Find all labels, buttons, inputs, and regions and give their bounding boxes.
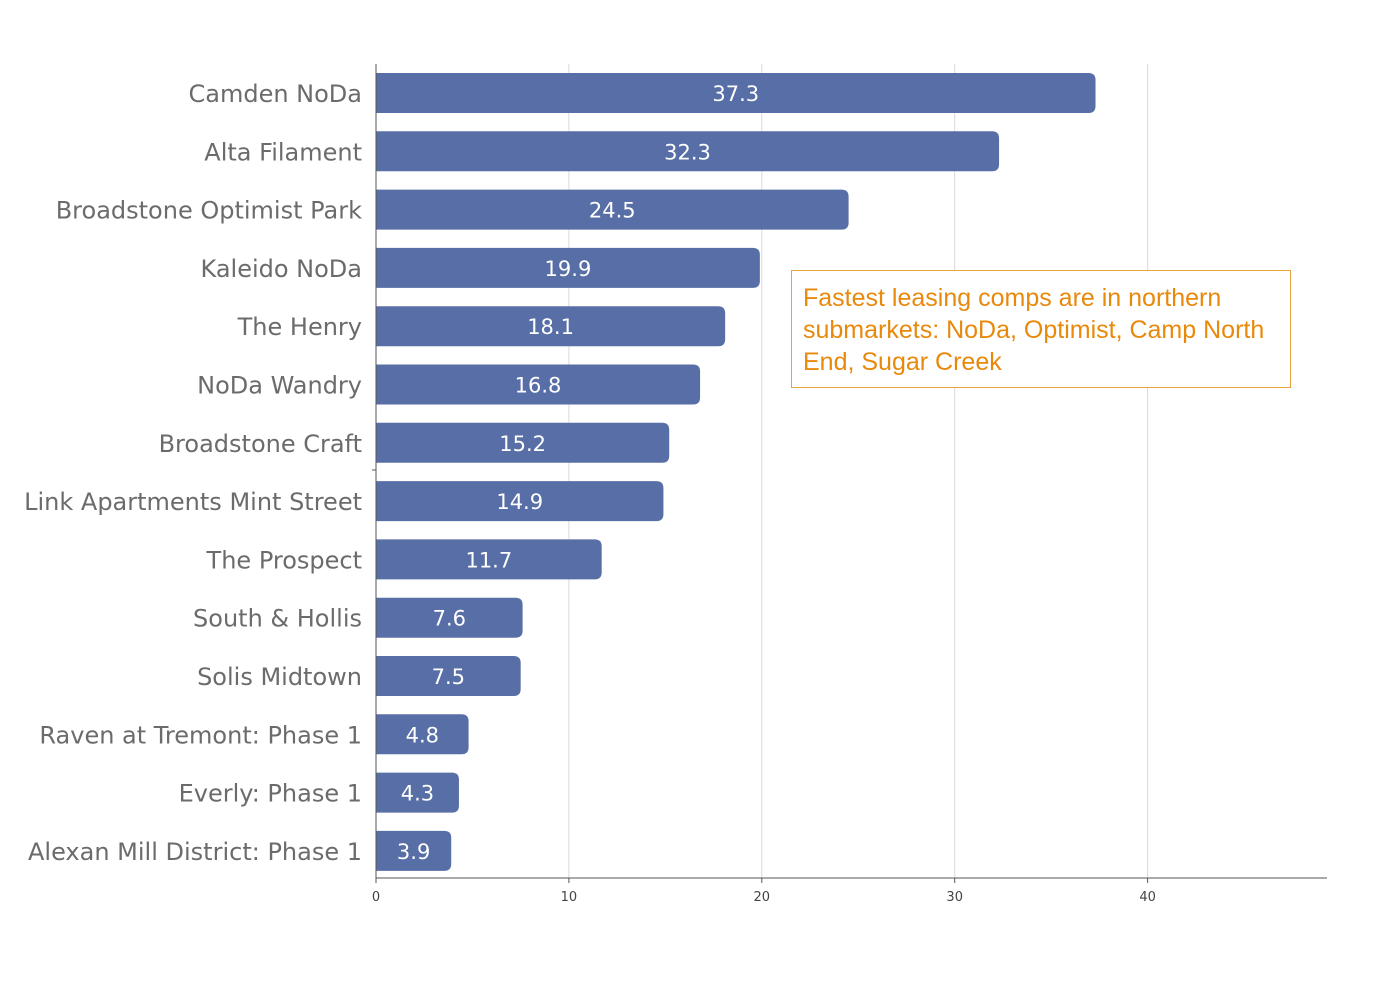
category-label: Kaleido NoDa [201,255,363,283]
x-tick-label: 10 [561,890,578,905]
category-label: The Prospect [206,546,362,574]
bar [376,131,1000,172]
bar-value-label: 16.8 [515,374,562,398]
bar [376,539,602,580]
bar-value-label: 3.9 [397,840,430,864]
bar-value-label: 37.3 [712,82,759,106]
category-label: Solis Midtown [197,663,362,691]
category-label: Broadstone Craft [159,430,362,458]
annotation-text: Fastest leasing comps are in northern su… [803,284,1265,376]
category-label: Raven at Tremont: Phase 1 [39,721,362,749]
bar [376,830,452,871]
x-tick-label: 30 [946,890,963,905]
category-label: Broadstone Optimist Park [56,197,362,225]
category-label: Link Apartments Mint Street [24,488,362,516]
bar-value-label: 4.8 [406,723,439,747]
category-label: Everly: Phase 1 [179,780,362,808]
category-label: Alexan Mill District: Phase 1 [28,838,362,866]
bar-value-label: 19.9 [545,257,592,281]
bar-value-label: 15.2 [499,432,546,456]
axes: 0 10 20 30 40 Camden NoDa Alta Filament Broadst… [24,64,1327,905]
bar [376,189,849,230]
bar [376,597,523,638]
bar [376,656,521,696]
bar-value-label: 4.3 [401,782,434,806]
bar [376,73,1096,113]
bar [376,247,760,288]
bar-value-label: 24.5 [589,199,636,223]
category-label: NoDa Wandry [197,372,362,400]
x-tick-label: 40 [1139,890,1156,905]
bar [376,306,726,347]
bar [376,772,459,813]
category-label: The Henry [237,313,362,341]
bar [376,714,469,755]
gridlines [568,64,1149,878]
bar [376,422,670,463]
annotation-box: Fastest leasing comps are in northern su… [791,270,1291,388]
category-label: South & Hollis [193,605,362,633]
bars: 37.3 32.3 24.5 19.9 18.1 16.8 15.2 14.9 11.7 7.6 7… [376,73,1096,871]
bar-value-label: 32.3 [664,140,711,164]
bar-value-label: 11.7 [465,548,512,572]
category-label: Camden NoDa [188,80,362,108]
bar [376,481,664,522]
x-tick-label: 20 [754,890,771,905]
bar-value-label: 18.1 [527,315,574,339]
category-label: Alta Filament [204,138,362,166]
x-tick-label: 0 [372,890,380,905]
bar-value-label: 14.9 [496,490,543,514]
bar-value-label: 7.5 [432,665,465,689]
bar [376,364,701,405]
bar-value-label: 7.6 [433,607,466,631]
